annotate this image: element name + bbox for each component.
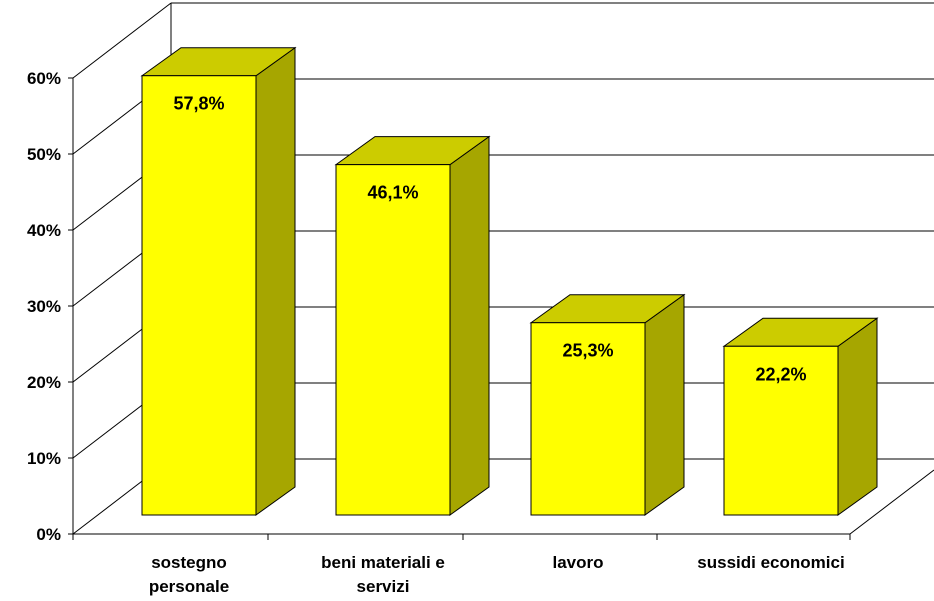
category-label-line: lavoro: [552, 553, 603, 572]
bar: 46,1%: [334, 135, 491, 516]
category-label-line: beni materiali e: [321, 553, 445, 572]
data-label: 46,1%: [367, 183, 418, 203]
gridline-side: [72, 2, 172, 79]
bar-front-face: [530, 322, 646, 516]
bar-side-face: [449, 135, 490, 516]
bar-side-face: [255, 46, 296, 516]
y-axis-ticks: 0% 10% 20% 30% 40% 50% 60%: [27, 69, 73, 544]
y-tick-label: 40%: [27, 221, 61, 240]
y-tick-label: 0%: [36, 525, 61, 544]
y-tick-label: 30%: [27, 297, 61, 316]
data-label: 25,3%: [562, 341, 613, 361]
y-tick-label: 60%: [27, 69, 61, 88]
y-tick-label: 10%: [27, 449, 61, 468]
category-label: beni materiali e servizi: [321, 553, 445, 596]
bar-side-face: [837, 317, 878, 516]
y-tick-label: 50%: [27, 145, 61, 164]
category-label: sostegno personale: [149, 553, 229, 596]
category-label: sussidi economici: [697, 553, 844, 572]
data-label: 57,8%: [173, 94, 224, 114]
category-label-line: sostegno: [151, 553, 227, 572]
bar-side-face: [644, 293, 685, 516]
bar-front-face: [141, 75, 257, 516]
floor-right-edge: [849, 469, 934, 535]
category-label-line: sussidi economici: [697, 553, 844, 572]
category-label-line: personale: [149, 577, 229, 596]
bar: 57,8%: [140, 46, 297, 516]
bar: 22,2%: [722, 317, 879, 516]
category-label: lavoro: [552, 553, 603, 572]
data-label: 22,2%: [755, 364, 806, 384]
x-axis-labels: sostegno personale beni materiali e servizi…: [149, 553, 845, 596]
bar-front-face: [723, 345, 839, 516]
category-label-line: servizi: [357, 577, 410, 596]
bars: 57,8% 46,1% 25,3% 22,2%: [140, 46, 879, 516]
bar: 25,3%: [529, 293, 686, 516]
bar-front-face: [335, 164, 451, 516]
y-tick-label: 20%: [27, 373, 61, 392]
